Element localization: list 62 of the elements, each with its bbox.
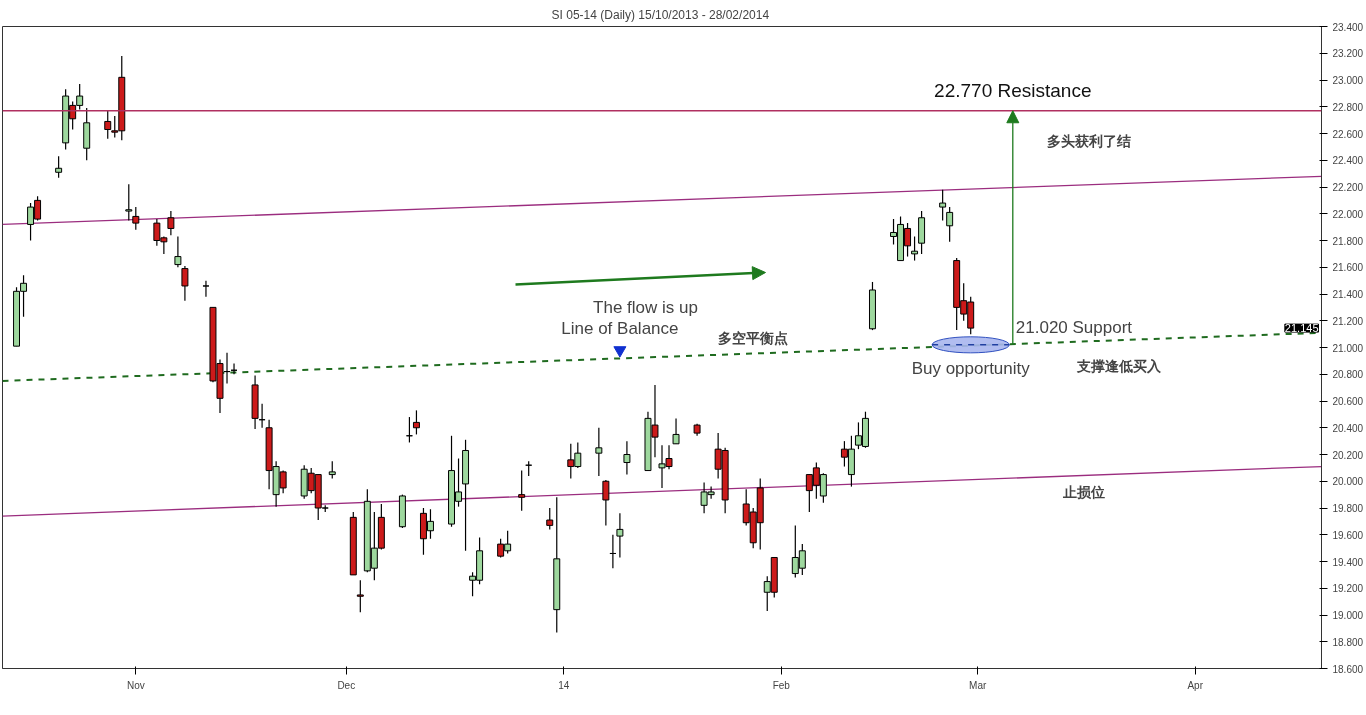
y-tick-label: 20.200 xyxy=(1332,449,1364,461)
y-tick-label: 21.400 xyxy=(1332,289,1364,300)
annotation: The flow is up xyxy=(593,298,698,317)
annotation: 多空平衡点 xyxy=(717,329,788,346)
candlestick xyxy=(125,183,133,222)
candlestick xyxy=(132,206,140,231)
candlestick xyxy=(911,235,919,262)
y-tick-label: 19.000 xyxy=(1332,610,1364,621)
candlestick xyxy=(946,206,954,243)
y-tick-label: 19.800 xyxy=(1332,503,1364,514)
x-tick-label: Mar xyxy=(969,679,987,691)
annotation: 22.770 Resistance xyxy=(934,79,1092,101)
y-tick-label: 20.400 xyxy=(1332,422,1364,434)
candlestick xyxy=(602,479,610,526)
y-tick-label: 22.200 xyxy=(1332,182,1364,193)
x-tick-label: Nov xyxy=(126,679,145,691)
candlestick xyxy=(167,210,175,236)
annotation: 支撑逢低买入 xyxy=(1075,357,1162,374)
y-tick-label: 18.600 xyxy=(1332,663,1364,675)
y-tick-label: 18.800 xyxy=(1332,636,1364,648)
y-tick-label: 21.000 xyxy=(1332,342,1364,354)
x-tick-label: Feb xyxy=(772,679,791,691)
candlestick xyxy=(518,469,526,512)
y-tick-label: 21.600 xyxy=(1332,262,1364,274)
y-tick-label: 20.600 xyxy=(1332,396,1364,407)
annotation: Line of Balance xyxy=(561,319,679,339)
y-tick-label: 22.800 xyxy=(1332,101,1364,113)
annotation: 多头获利了结 xyxy=(1046,132,1131,149)
y-tick-label: 21.200 xyxy=(1332,315,1364,327)
y-tick-label: 20.000 xyxy=(1332,476,1364,488)
y-tick-label: 20.800 xyxy=(1332,369,1364,381)
candlestick xyxy=(616,512,624,559)
x-tick-label: Dec xyxy=(337,679,356,691)
y-tick-label: 23.000 xyxy=(1332,75,1364,86)
candlestick xyxy=(595,427,603,477)
candlestick xyxy=(546,507,554,530)
candlestick xyxy=(104,110,112,140)
candlestick xyxy=(623,440,631,476)
annotation: 止损位 xyxy=(1061,483,1105,500)
candlestick xyxy=(412,409,420,436)
y-tick-label: 19.400 xyxy=(1332,556,1364,568)
x-tick-label: Apr xyxy=(1187,679,1204,691)
candlestick xyxy=(174,235,182,268)
y-tick-label: 22.600 xyxy=(1332,128,1364,140)
chart-title: SI 05-14 (Daily) 15/10/2013 - 28/02/2014 xyxy=(551,7,770,22)
y-tick-label: 22.400 xyxy=(1332,155,1364,167)
candlestick xyxy=(939,189,947,222)
candlestick xyxy=(55,155,63,179)
y-tick-label: 23.400 xyxy=(1332,21,1364,33)
annotation: 21.020 Support xyxy=(1015,317,1133,337)
y-tick-label: 23.200 xyxy=(1332,48,1364,60)
annotation: Buy opportunity xyxy=(911,359,1031,379)
y-tick-label: 19.200 xyxy=(1332,583,1364,595)
candlestick xyxy=(356,579,364,613)
candlestick xyxy=(181,265,189,302)
candlestick xyxy=(202,280,210,298)
y-tick-label: 21.800 xyxy=(1332,235,1364,247)
y-tick-label: 19.600 xyxy=(1332,529,1364,541)
y-tick-label: 22.000 xyxy=(1332,208,1364,220)
x-tick-label: 14 xyxy=(558,679,570,691)
annotation: 21.145 xyxy=(1284,322,1319,335)
candlestick xyxy=(672,417,680,445)
